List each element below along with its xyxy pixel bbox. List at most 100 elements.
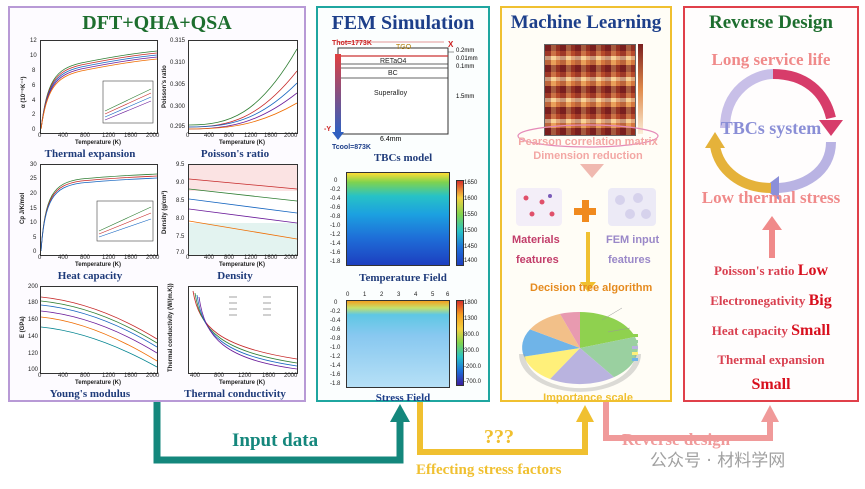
- temp-scale-value: 1650: [464, 180, 478, 186]
- fem-input-label: FEM input: [606, 234, 660, 246]
- heat-capacity-xlabel: Temperature (K): [75, 262, 121, 268]
- layer-tgo: TGO: [396, 44, 412, 51]
- hc-xtick: 400: [58, 255, 69, 261]
- thickness-3: 1.5mm: [456, 94, 475, 100]
- up-arrow-icon: [762, 216, 782, 230]
- density-ytick: 9.5: [176, 162, 185, 168]
- stress-width-tick: 2: [380, 292, 384, 298]
- temp-depth-tick: -0.2: [330, 187, 341, 193]
- poisson-xtick: 1600: [264, 133, 278, 139]
- prop-electronegativity-value: Big: [808, 292, 832, 309]
- long-life-label: Long service life: [711, 50, 831, 69]
- stress-scale-value: 1300: [464, 316, 478, 322]
- density-xtick: 1200: [244, 255, 258, 261]
- hc-xtick: 1600: [124, 255, 138, 261]
- temp-scale-value: 1450: [464, 244, 478, 250]
- t-hot-label: Thot=1773K: [332, 40, 372, 47]
- decision-tree-label: Decision tree algorithm: [530, 282, 653, 294]
- width-label: 6.4mm: [380, 136, 402, 143]
- heat-capacity-ylabel: Cp J/K/mol: [20, 192, 26, 224]
- poisson-ytick: 0.315: [170, 38, 186, 44]
- tc-xtick: 2000: [284, 373, 298, 379]
- temp-depth-tick: -1.6: [330, 250, 341, 256]
- temp-scale-value: 1500: [464, 228, 478, 234]
- ym-ytick: 140: [28, 334, 39, 340]
- prop-electronegativity-name: Electronegativity: [710, 293, 806, 308]
- te-xtick: 1200: [102, 133, 116, 139]
- tc-xtick: 1200: [238, 373, 252, 379]
- prop-electronegativity: Electronegativity Big: [685, 292, 857, 310]
- low-stress-label: Low thermal stress: [701, 188, 841, 207]
- ym-xtick: 800: [80, 373, 91, 379]
- te-ytick: 6: [32, 83, 36, 89]
- watermark: 公众号 · 材料学网: [650, 451, 786, 471]
- stress-depth-tick: 0: [334, 300, 338, 306]
- poisson-xtick: 1200: [244, 133, 258, 139]
- poisson-xtick: 0: [186, 133, 190, 139]
- prop-poisson-name: Poisson's ratio: [713, 263, 795, 278]
- conductivity-ylabel: Thermal conductivity (W/(m.K)): [168, 283, 174, 372]
- layer-retao4: RETaO4: [380, 58, 407, 65]
- te-ytick: 10: [30, 53, 37, 59]
- tc-xtick: 800: [214, 373, 225, 379]
- hc-ytick: 0: [33, 249, 37, 255]
- materials-features-box: [516, 188, 562, 226]
- thermal-expansion-caption: Thermal expansion: [44, 148, 136, 160]
- prop-heat-capacity-value: Small: [791, 322, 831, 339]
- conductivity-xlabel: Temperature (K): [219, 380, 265, 386]
- thickness-1: 0.01mm: [456, 56, 478, 62]
- density-ylabel: Density (g/cm³): [162, 190, 168, 234]
- hc-ytick: 15: [30, 206, 37, 212]
- youngs-modulus-plot: [40, 286, 158, 374]
- ym-ytick: 120: [28, 351, 39, 357]
- temp-depth-tick: -0.4: [330, 196, 341, 202]
- hc-ytick: 5: [33, 235, 37, 241]
- temp-depth-tick: -0.6: [330, 205, 341, 211]
- poisson-ytick: 0.300: [170, 104, 186, 110]
- layer-superalloy: Superalloy: [374, 90, 408, 97]
- youngs-caption: Young's modulus: [49, 388, 131, 400]
- ym-ytick: 100: [28, 367, 39, 373]
- ym-ytick: 180: [28, 300, 39, 306]
- stress-depth-tick: -1.2: [330, 354, 341, 360]
- stress-depth-tick: -1.0: [330, 345, 341, 351]
- cycle-diagram: [705, 69, 843, 200]
- tc-xtick: 1600: [262, 373, 276, 379]
- dim-reduction-label: Dimension reduction: [533, 150, 643, 162]
- density-plot: [188, 164, 298, 256]
- poisson-ytick: 0.305: [170, 82, 186, 88]
- plus-icon: [574, 200, 596, 222]
- ym-xtick: 0: [38, 373, 42, 379]
- correlation-heatmap: [544, 44, 636, 136]
- youngs-ylabel: E (GPa): [20, 316, 26, 338]
- poisson-caption: Poisson's ratio: [200, 148, 270, 160]
- prop-poisson: Poisson's ratio Low: [685, 262, 857, 280]
- ml-down-arrowhead-icon: [580, 282, 596, 292]
- prop-poisson-value: Low: [797, 262, 829, 279]
- stress-width-tick: 3: [397, 292, 401, 298]
- ml-down-arrow: [586, 232, 590, 284]
- hc-xtick: 0: [38, 255, 42, 261]
- temp-depth-tick: -0.8: [330, 214, 341, 220]
- stress-scale-value: 300.0: [464, 348, 480, 354]
- reverse-panel: Reverse Design Long service life TBCs sy…: [683, 6, 859, 402]
- density-ytick: 9.0: [176, 180, 185, 186]
- poisson-ytick: 0.295: [170, 124, 186, 130]
- heatmap-ellipse: [517, 124, 659, 148]
- question-label: ???: [484, 426, 514, 448]
- hc-xtick: 800: [80, 255, 91, 261]
- density-xlabel: Temperature (K): [219, 262, 265, 268]
- te-ytick: 0: [32, 127, 36, 133]
- density-ytick: 8.0: [176, 216, 185, 222]
- down-arrow-icon: [580, 164, 604, 178]
- thickness-0: 0.2mm: [456, 48, 475, 54]
- te-ytick: 12: [30, 38, 37, 44]
- te-xtick: 2000: [146, 133, 160, 139]
- materials-label: Materials: [512, 234, 560, 246]
- ym-xtick: 1600: [124, 373, 138, 379]
- dft-title: DFT+QHA+QSA: [82, 12, 232, 34]
- temp-depth-tick: 0: [334, 178, 338, 184]
- hc-ytick: 20: [30, 191, 37, 197]
- poisson-xtick: 800: [224, 133, 235, 139]
- stress-depth-tick: -0.2: [330, 309, 341, 315]
